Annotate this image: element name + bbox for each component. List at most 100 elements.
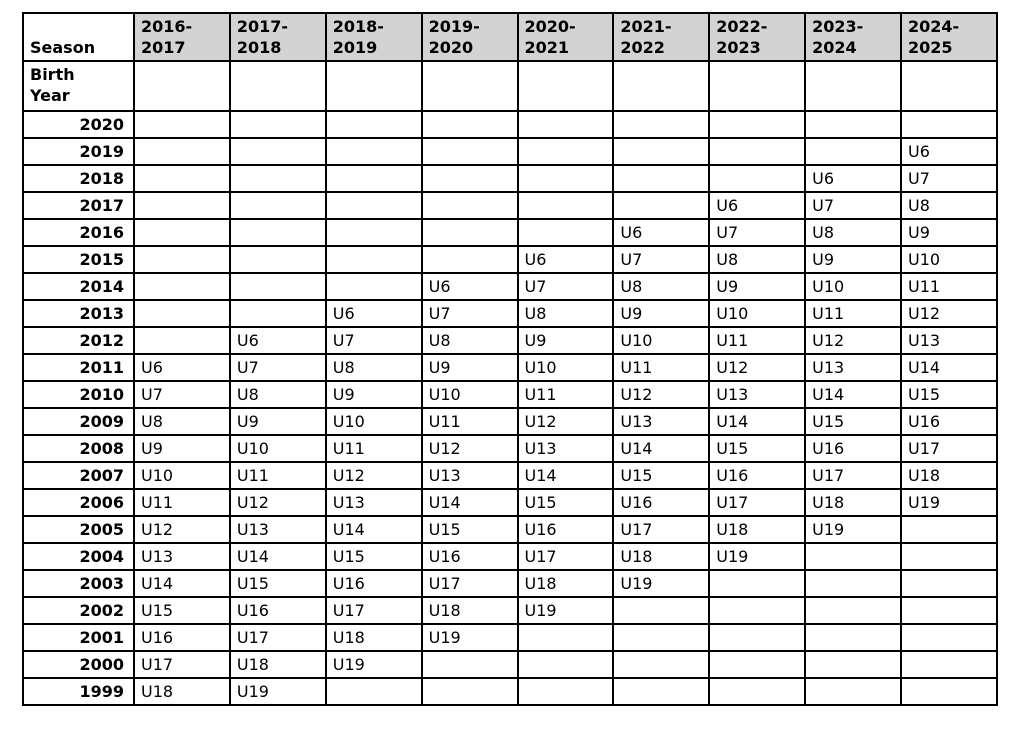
empty-age-cell xyxy=(612,164,711,193)
empty-age-cell xyxy=(708,137,807,166)
empty-age-cell xyxy=(420,137,519,166)
empty-age-cell xyxy=(708,623,807,652)
empty-age-cell xyxy=(708,569,807,598)
age-group-cell: U8 xyxy=(708,245,807,274)
empty-cell xyxy=(324,60,423,112)
birth-year-label: 2016 xyxy=(22,218,135,247)
age-group-cell: U8 xyxy=(900,191,998,220)
age-group-cell: U11 xyxy=(804,299,902,328)
birth-year-row-2017: 2017 U6 U7 U8 xyxy=(22,191,998,220)
age-group-cell: U6 xyxy=(516,245,615,274)
age-group-cell: U14 xyxy=(133,569,231,598)
age-group-cell: U10 xyxy=(612,326,711,355)
age-group-cell: U17 xyxy=(133,650,231,679)
age-group-cell: U19 xyxy=(900,488,998,517)
empty-age-cell xyxy=(228,110,327,139)
birth-year-row-2004: 2004 U13 U14 U15 U16 U17 U18 U19 xyxy=(22,542,998,571)
empty-age-cell xyxy=(420,164,519,193)
empty-age-cell xyxy=(516,164,615,193)
empty-age-cell xyxy=(516,677,615,706)
birth-year-row-2003: 2003 U14 U15 U16 U17 U18 U19 xyxy=(22,569,998,598)
age-group-cell: U12 xyxy=(420,434,519,463)
birth-year-row-2013: 2013 U6 U7 U8 U9 U10 U11 U12 xyxy=(22,299,998,328)
empty-age-cell xyxy=(804,623,902,652)
age-group-cell: U17 xyxy=(708,488,807,517)
empty-age-cell xyxy=(324,110,423,139)
age-group-cell: U14 xyxy=(324,515,423,544)
age-group-cell: U8 xyxy=(133,407,231,436)
age-group-cell: U10 xyxy=(228,434,327,463)
age-group-cell: U14 xyxy=(420,488,519,517)
empty-age-cell xyxy=(420,245,519,274)
empty-age-cell xyxy=(228,272,327,301)
empty-age-cell xyxy=(900,623,998,652)
empty-age-cell xyxy=(324,245,423,274)
age-group-cell: U10 xyxy=(420,380,519,409)
birth-year-label: 2015 xyxy=(22,245,135,274)
age-group-cell: U8 xyxy=(324,353,423,382)
age-group-cell: U16 xyxy=(516,515,615,544)
empty-age-cell xyxy=(324,218,423,247)
age-group-cell: U10 xyxy=(900,245,998,274)
birth-year-label: 2007 xyxy=(22,461,135,490)
birth-year-row-2001: 2001 U16 U17 U18 U19 xyxy=(22,623,998,652)
birth-year-row-2010: 2010 U7 U8 U9 U10 U11 U12 U13 U14 U15 xyxy=(22,380,998,409)
age-group-cell: U14 xyxy=(708,407,807,436)
age-group-cell: U16 xyxy=(324,569,423,598)
empty-age-cell xyxy=(900,596,998,625)
age-group-cell: U17 xyxy=(324,596,423,625)
birth-year-row-2002: 2002 U15 U16 U17 U18 U19 xyxy=(22,596,998,625)
season-header-2022-2023: 2022- 2023 xyxy=(708,12,807,62)
season-header-2019-2020: 2019- 2020 xyxy=(420,12,519,62)
empty-age-cell xyxy=(420,110,519,139)
empty-cell xyxy=(228,60,327,112)
empty-age-cell xyxy=(324,677,423,706)
empty-age-cell xyxy=(228,137,327,166)
age-group-cell: U9 xyxy=(804,245,902,274)
empty-cell xyxy=(612,60,711,112)
empty-age-cell xyxy=(516,191,615,220)
age-group-cell: U19 xyxy=(228,677,327,706)
age-group-cell: U17 xyxy=(420,569,519,598)
age-group-cell: U12 xyxy=(516,407,615,436)
birth-year-label: 2014 xyxy=(22,272,135,301)
age-group-cell: U12 xyxy=(324,461,423,490)
empty-age-cell xyxy=(420,677,519,706)
age-group-cell: U13 xyxy=(804,353,902,382)
empty-cell xyxy=(420,60,519,112)
age-group-cell: U14 xyxy=(228,542,327,571)
birth-year-label: 2011 xyxy=(22,353,135,382)
empty-age-cell xyxy=(516,623,615,652)
birth-year-row-2020: 2020 xyxy=(22,110,998,139)
age-group-cell: U19 xyxy=(612,569,711,598)
age-group-cell: U10 xyxy=(804,272,902,301)
empty-cell xyxy=(900,60,998,112)
season-header-2023-2024: 2023- 2024 xyxy=(804,12,902,62)
birth-year-label: 2010 xyxy=(22,380,135,409)
age-group-cell: U8 xyxy=(228,380,327,409)
birth-year-label: 2018 xyxy=(22,164,135,193)
age-group-cell: U8 xyxy=(420,326,519,355)
empty-age-cell xyxy=(133,137,231,166)
season-header-row: Season 2016- 2017 2017- 2018 2018- 2019 201… xyxy=(22,12,998,62)
age-group-cell: U6 xyxy=(900,137,998,166)
age-group-cell: U11 xyxy=(516,380,615,409)
season-header-2021-2022: 2021- 2022 xyxy=(612,12,711,62)
age-group-cell: U18 xyxy=(324,623,423,652)
age-group-cell: U9 xyxy=(420,353,519,382)
age-group-cell: U13 xyxy=(612,407,711,436)
age-group-cell: U14 xyxy=(516,461,615,490)
birth-year-row-1999: 1999 U18 U19 xyxy=(22,677,998,706)
age-group-cell: U18 xyxy=(708,515,807,544)
age-group-cell: U11 xyxy=(612,353,711,382)
birth-year-row-2016: 2016 U6 U7 U8 U9 xyxy=(22,218,998,247)
birth-year-row-2011: 2011 U6 U7 U8 U9 U10 U11 U12 U13 U14 xyxy=(22,353,998,382)
age-group-cell: U8 xyxy=(804,218,902,247)
empty-cell xyxy=(804,60,902,112)
birth-year-label: 2012 xyxy=(22,326,135,355)
age-group-cell: U7 xyxy=(516,272,615,301)
empty-age-cell xyxy=(324,164,423,193)
empty-age-cell xyxy=(804,137,902,166)
age-group-cell: U18 xyxy=(900,461,998,490)
age-group-cell: U9 xyxy=(228,407,327,436)
